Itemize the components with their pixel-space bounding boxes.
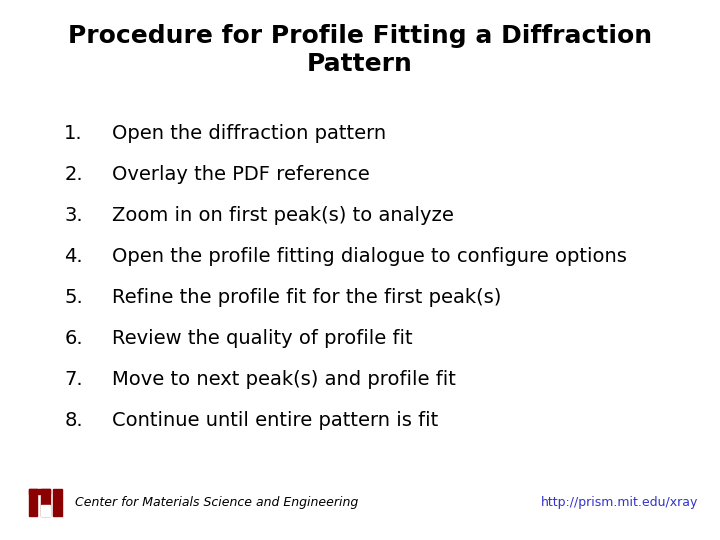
Text: Overlay the PDF reference: Overlay the PDF reference (112, 165, 369, 184)
Text: Continue until entire pattern is fit: Continue until entire pattern is fit (112, 411, 438, 430)
Text: http://prism.mit.edu/xray: http://prism.mit.edu/xray (541, 496, 698, 509)
Bar (29, 489, 50, 494)
Text: 3.: 3. (64, 206, 83, 225)
Bar (41, 505, 50, 516)
Text: Refine the profile fit for the first peak(s): Refine the profile fit for the first pea… (112, 288, 501, 307)
Text: 2.: 2. (64, 165, 83, 184)
Bar (29, 489, 37, 516)
Text: Open the profile fitting dialogue to configure options: Open the profile fitting dialogue to con… (112, 247, 626, 266)
Text: Zoom in on first peak(s) to analyze: Zoom in on first peak(s) to analyze (112, 206, 454, 225)
Text: 7.: 7. (64, 370, 83, 389)
Text: 5.: 5. (64, 288, 83, 307)
Text: 6.: 6. (64, 329, 83, 348)
Text: Open the diffraction pattern: Open the diffraction pattern (112, 124, 386, 143)
Text: 4.: 4. (64, 247, 83, 266)
Text: Move to next peak(s) and profile fit: Move to next peak(s) and profile fit (112, 370, 456, 389)
Bar (53, 489, 62, 516)
Text: Review the quality of profile fit: Review the quality of profile fit (112, 329, 413, 348)
Text: Procedure for Profile Fitting a Diffraction
Pattern: Procedure for Profile Fitting a Diffract… (68, 24, 652, 76)
Bar (41, 489, 50, 516)
Text: Center for Materials Science and Engineering: Center for Materials Science and Enginee… (75, 496, 358, 509)
Text: 8.: 8. (64, 411, 83, 430)
Text: 1.: 1. (64, 124, 83, 143)
